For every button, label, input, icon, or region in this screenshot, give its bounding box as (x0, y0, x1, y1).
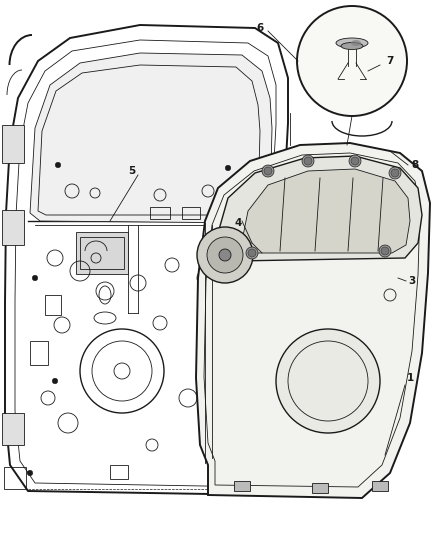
Circle shape (197, 227, 253, 283)
Circle shape (229, 405, 235, 411)
Circle shape (32, 275, 38, 281)
Circle shape (381, 247, 389, 255)
Polygon shape (196, 143, 430, 498)
Text: 8: 8 (411, 160, 419, 170)
Bar (252, 465, 266, 479)
Ellipse shape (341, 43, 363, 50)
Text: 6: 6 (256, 23, 264, 33)
Ellipse shape (351, 40, 361, 46)
Bar (80, 237, 124, 269)
Circle shape (264, 167, 272, 175)
Text: 3: 3 (408, 276, 416, 286)
Bar (4, 467, 26, 489)
Circle shape (27, 470, 33, 476)
Bar (30, 341, 48, 365)
Text: 7: 7 (386, 56, 394, 66)
Bar (372, 481, 388, 491)
Circle shape (351, 157, 359, 165)
Circle shape (262, 165, 274, 177)
Circle shape (52, 378, 58, 384)
Polygon shape (242, 169, 410, 253)
Bar (2, 125, 24, 163)
Circle shape (391, 169, 399, 177)
Circle shape (219, 249, 231, 261)
Polygon shape (30, 53, 272, 223)
Circle shape (259, 295, 265, 301)
Bar (76, 232, 128, 274)
Circle shape (297, 6, 407, 116)
Text: 5: 5 (128, 166, 136, 176)
Circle shape (276, 329, 380, 433)
Circle shape (304, 157, 312, 165)
Text: 4: 4 (234, 218, 242, 228)
Circle shape (248, 249, 256, 257)
Text: 1: 1 (406, 373, 413, 383)
Circle shape (55, 162, 61, 168)
Circle shape (207, 237, 243, 273)
Circle shape (379, 245, 391, 257)
Circle shape (225, 165, 231, 171)
Circle shape (246, 247, 258, 259)
Bar (234, 481, 250, 491)
Circle shape (257, 470, 263, 476)
Circle shape (349, 155, 361, 167)
Bar (45, 295, 61, 315)
Bar (182, 207, 200, 219)
Bar (2, 413, 24, 445)
Ellipse shape (336, 38, 368, 48)
Bar (312, 483, 328, 493)
Circle shape (302, 155, 314, 167)
Circle shape (389, 167, 401, 179)
Polygon shape (218, 156, 422, 261)
Bar (2, 210, 24, 245)
Bar (110, 465, 128, 479)
Bar (150, 207, 170, 219)
